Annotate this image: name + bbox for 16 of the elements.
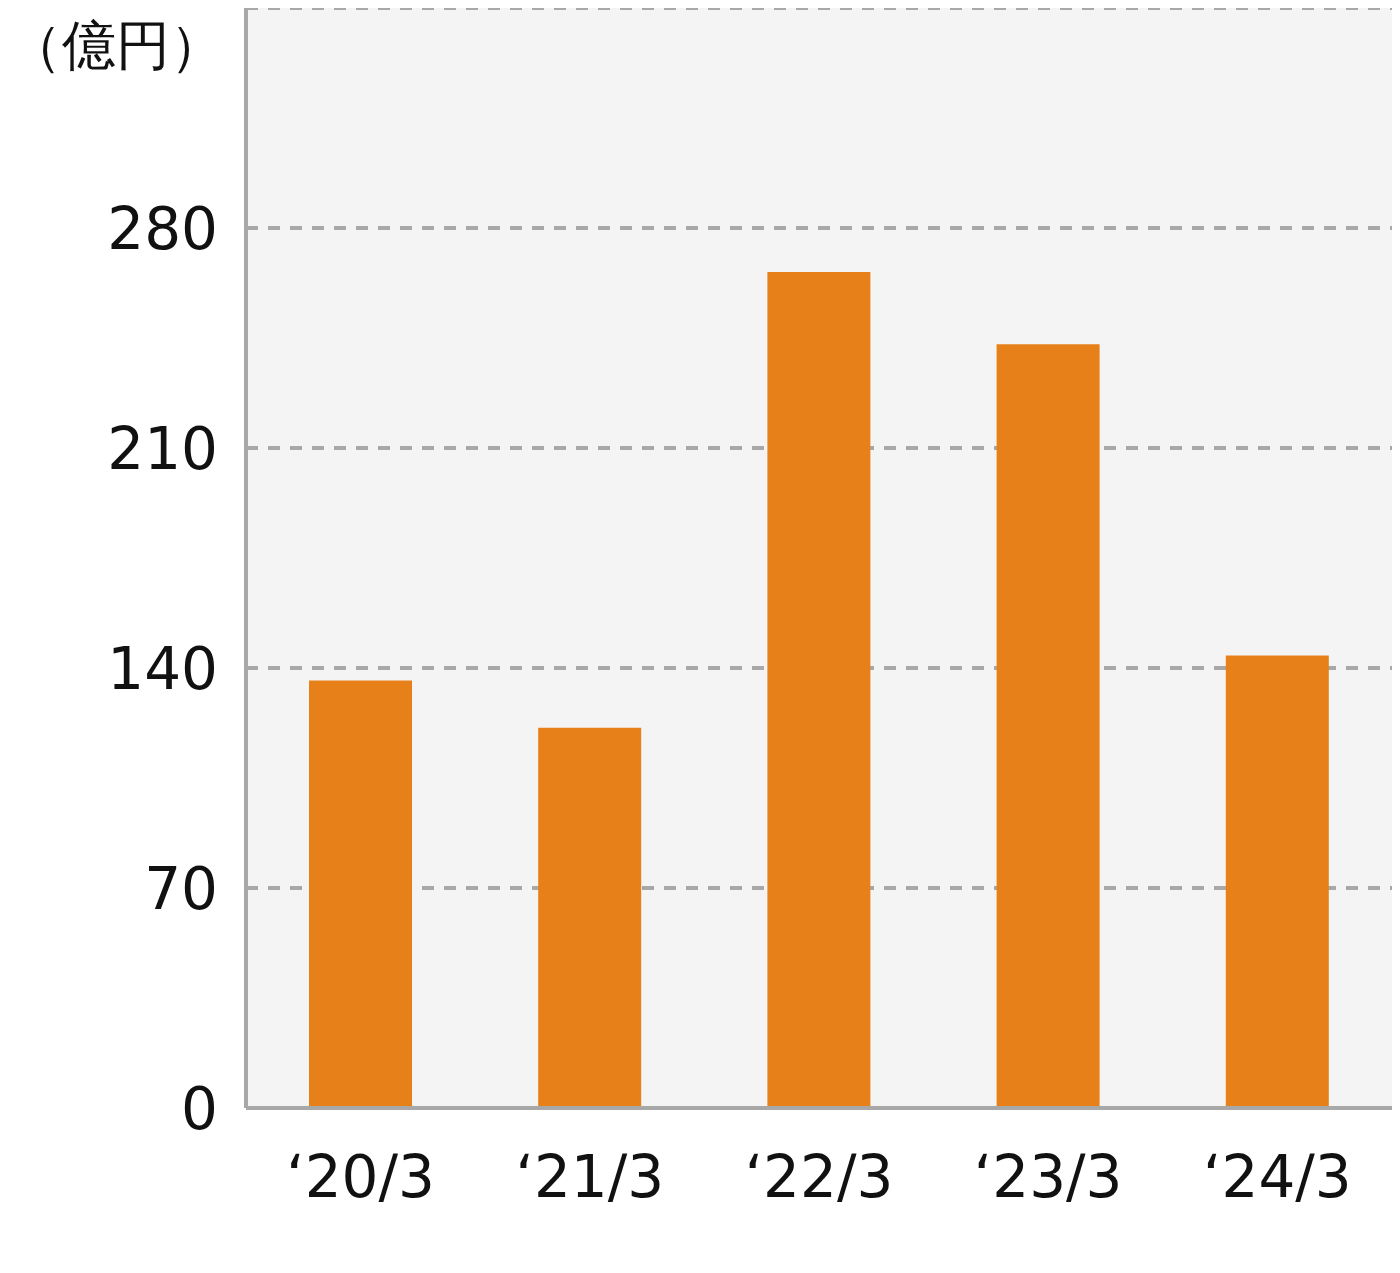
bar [767,272,871,1108]
y-tick-label: 70 [144,854,218,923]
y-tick-label: 280 [107,194,218,263]
bar [996,344,1100,1108]
y-tick-label: 140 [107,634,218,703]
x-tick-label: ‘23/3 [973,1143,1123,1212]
x-tick-label: ‘21/3 [515,1143,665,1212]
x-tick-label: ‘24/3 [1203,1143,1352,1212]
y-tick-label: 210 [107,414,218,483]
y-axis-title: （億円） [8,13,224,79]
x-tick-label: ‘22/3 [744,1143,894,1212]
bar [538,727,642,1108]
y-tick-label: 0 [181,1074,218,1143]
bar [309,680,412,1108]
bar [1225,655,1329,1108]
x-tick-label: ‘20/3 [286,1143,435,1212]
